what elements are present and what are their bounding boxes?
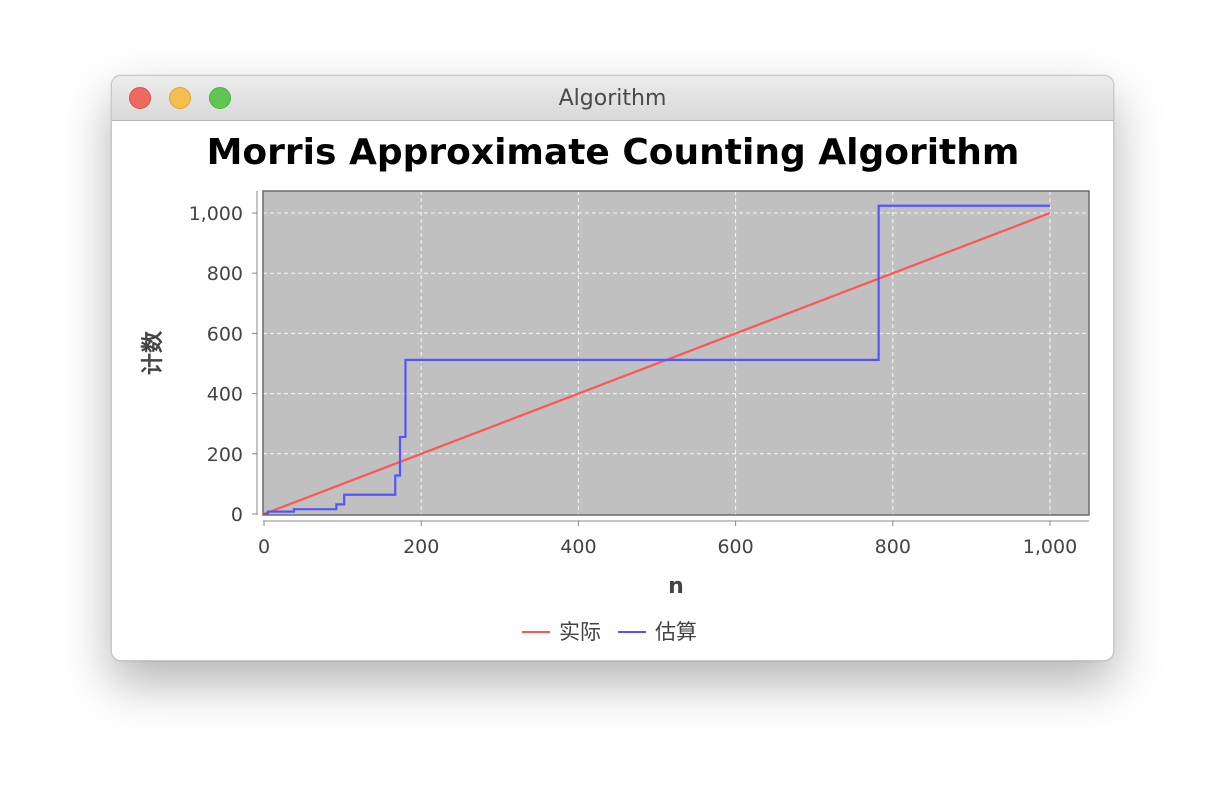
- y-tick-label: 400: [207, 384, 243, 406]
- window-title: Algorithm: [558, 86, 667, 111]
- y-tick-label: 200: [207, 444, 243, 466]
- y-tick-label: 1,000: [189, 203, 243, 225]
- x-tick-label: 600: [717, 536, 753, 558]
- close-button[interactable]: [129, 87, 151, 109]
- x-tick-label: 800: [875, 536, 911, 558]
- x-tick-label: 200: [403, 536, 439, 558]
- title-bar[interactable]: Algorithm: [112, 76, 1113, 121]
- legend-label-1: 实际: [559, 620, 601, 644]
- series-line-1: [263, 211, 1051, 516]
- x-tick-label: 400: [560, 536, 596, 558]
- legend-label-2: 估算: [655, 620, 697, 644]
- y-axis-label: 计数: [140, 330, 166, 375]
- y-tick-label: 600: [207, 323, 243, 345]
- grid-lines: [263, 191, 1089, 515]
- y-tick-label: 0: [231, 504, 243, 526]
- y-tick-label: 800: [207, 263, 243, 285]
- chart-title: Morris Approximate Counting Algorithm: [207, 132, 1020, 173]
- app-window: Algorithm Morris Approximate Counting Al…: [111, 75, 1114, 661]
- minimize-button[interactable]: [169, 87, 191, 109]
- x-axis-label: n: [668, 574, 684, 599]
- zoom-button[interactable]: [209, 87, 231, 109]
- tick-marks: 0 200 400 600 800 1,000 0 200 400 600 800 1,000: [189, 203, 1078, 558]
- series-layer: [263, 204, 1051, 516]
- legend: 实际 估算: [522, 620, 697, 644]
- axes: [256, 191, 1089, 522]
- x-tick-label: 1,000: [1023, 536, 1077, 558]
- plot-border: [262, 190, 1090, 516]
- series-line-2: [264, 204, 1050, 516]
- chart: Morris Approximate Counting Algorithm 0 2…: [140, 132, 1090, 644]
- x-tick-label: 0: [258, 536, 270, 558]
